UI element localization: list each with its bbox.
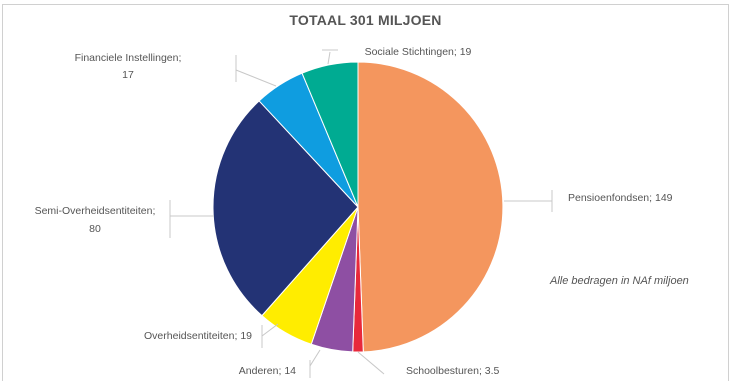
data-label: Financiele Instellingen; bbox=[75, 52, 182, 64]
data-label: Schoolbesturen; 3.5 bbox=[406, 365, 500, 377]
leader-line bbox=[309, 349, 321, 367]
slice-label-anderen: Anderen; 14 bbox=[239, 349, 321, 378]
data-label: 80 bbox=[89, 223, 101, 235]
data-label: Sociale Stichtingen; 19 bbox=[365, 46, 472, 58]
pie-slice-pensioenfondsen bbox=[357, 61, 504, 353]
slice-label-semi-overheidsentiteiten: Semi-Overheidsentiteiten; 80 bbox=[35, 200, 214, 238]
slice-label-schoolbesturen: Schoolbesturen; 3.5 bbox=[357, 351, 500, 377]
chart-title: TOTAAL 301 MILJOEN bbox=[289, 12, 442, 28]
data-label: Anderen; 14 bbox=[239, 365, 296, 377]
currency-note: Alle bedragen in NAf miljoen bbox=[550, 275, 689, 287]
slice-label-pensioenfondsen: Pensioenfondsen; 149 bbox=[504, 190, 673, 212]
leader-line bbox=[261, 323, 279, 337]
data-label: Semi-Overheidsentiteiten; bbox=[35, 205, 156, 217]
pie-slice-semi-overheidsentiteiten bbox=[212, 100, 359, 317]
leader-line bbox=[327, 51, 331, 65]
data-label: Pensioenfondsen; 149 bbox=[568, 192, 673, 204]
data-label: Overheidsentiteiten; 19 bbox=[144, 330, 252, 342]
pie-slice-sociale-stichtingen bbox=[301, 61, 359, 208]
chart-frame bbox=[2, 4, 729, 381]
leader-line bbox=[235, 69, 277, 87]
leader-line bbox=[357, 351, 385, 375]
data-label: 17 bbox=[122, 69, 134, 81]
slice-label-overheidsentiteiten: Overheidsentiteiten; 19 bbox=[144, 323, 279, 348]
slice-label-financiele-instellingen: Financiele Instellingen; 17 bbox=[75, 52, 277, 87]
slice-label-sociale-stichtingen: Sociale Stichtingen; 19 bbox=[322, 46, 472, 65]
